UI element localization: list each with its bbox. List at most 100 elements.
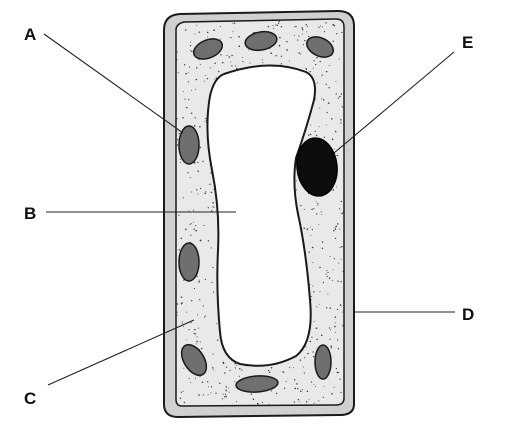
stipple-dot bbox=[299, 401, 300, 403]
stipple-dot bbox=[343, 61, 344, 63]
stipple-dot bbox=[193, 125, 196, 127]
stipple-dot bbox=[241, 369, 243, 371]
stipple-dot bbox=[305, 24, 308, 26]
stipple-dot bbox=[321, 213, 323, 215]
stipple-dot bbox=[190, 234, 192, 236]
chloroplast bbox=[178, 242, 200, 282]
stipple-dot bbox=[185, 228, 187, 231]
stipple-dot bbox=[335, 225, 337, 228]
stipple-dot bbox=[191, 50, 193, 53]
stipple-dot bbox=[340, 122, 342, 124]
stipple-dot bbox=[332, 189, 334, 191]
stipple-dot bbox=[191, 191, 193, 193]
stipple-dot bbox=[313, 291, 315, 293]
stipple-dot bbox=[303, 208, 305, 211]
stipple-dot bbox=[202, 305, 204, 307]
stipple-dot bbox=[189, 45, 192, 47]
stipple-dot bbox=[313, 402, 315, 404]
stipple-dot bbox=[336, 371, 339, 374]
chloroplast bbox=[180, 343, 208, 377]
stipple-dot bbox=[295, 189, 297, 191]
label-c: C bbox=[24, 389, 36, 408]
stipple-dot bbox=[271, 390, 273, 392]
stipple-dot bbox=[308, 134, 310, 136]
stipple-dot bbox=[305, 346, 307, 348]
stipple-dot bbox=[279, 36, 281, 39]
stipple-dot bbox=[318, 26, 320, 28]
stipple-dot bbox=[209, 67, 211, 69]
stipple-dot bbox=[323, 136, 326, 138]
chloroplast bbox=[306, 36, 334, 58]
stipple-dot bbox=[338, 58, 340, 60]
stipple-dot bbox=[176, 314, 178, 316]
stipple-dot bbox=[195, 333, 197, 335]
stipple-dot bbox=[210, 392, 212, 394]
stipple-dot bbox=[307, 25, 309, 28]
stipple-dot bbox=[337, 280, 339, 282]
stipple-dot bbox=[340, 119, 342, 121]
stipple-dot bbox=[190, 112, 193, 115]
stipple-dot bbox=[295, 25, 297, 28]
stipple-dot bbox=[182, 117, 184, 119]
stipple-dot bbox=[196, 340, 198, 343]
stipple-dot bbox=[257, 403, 259, 405]
stipple-dot bbox=[316, 338, 318, 341]
stipple-dot bbox=[267, 369, 270, 372]
stipple-dot bbox=[334, 227, 336, 229]
stipple-dot bbox=[218, 70, 220, 73]
stipple-dot bbox=[178, 249, 181, 251]
stipple-dot bbox=[303, 372, 305, 374]
stipple-dot bbox=[298, 35, 300, 37]
stipple-dot bbox=[180, 162, 181, 163]
stipple-dot bbox=[334, 130, 337, 133]
stipple-dot bbox=[317, 82, 319, 84]
stipple-dot bbox=[185, 106, 188, 109]
stipple-dot bbox=[178, 132, 180, 135]
stipple-dot bbox=[338, 262, 340, 264]
stipple-dot bbox=[341, 311, 343, 313]
stipple-dot bbox=[204, 278, 207, 281]
stipple-dot bbox=[190, 223, 192, 225]
stipple-dot bbox=[309, 284, 311, 285]
stipple-dot bbox=[339, 95, 341, 98]
stipple-dot bbox=[340, 280, 342, 283]
nucleus bbox=[296, 137, 338, 197]
stipple-dot bbox=[197, 314, 199, 316]
stipple-dot bbox=[185, 339, 187, 341]
stipple-dot bbox=[312, 351, 314, 353]
stipple-dot bbox=[188, 210, 190, 212]
stipple-dot bbox=[326, 269, 328, 272]
stipple-dot bbox=[213, 79, 215, 81]
stipple-dot bbox=[252, 398, 255, 401]
stipple-dot bbox=[182, 391, 184, 392]
stipple-dot bbox=[207, 207, 209, 209]
stipple-dot bbox=[335, 228, 337, 230]
stipple-dot bbox=[308, 35, 310, 38]
stipple-dot bbox=[337, 97, 339, 99]
stipple-dot bbox=[187, 172, 189, 174]
stipple-dot bbox=[211, 210, 213, 212]
stipple-dot bbox=[288, 60, 290, 62]
stipple-dot bbox=[325, 83, 327, 85]
stipple-dot bbox=[180, 303, 183, 305]
stipple-dot bbox=[325, 273, 327, 275]
stipple-dot bbox=[323, 385, 325, 387]
stipple-dot bbox=[342, 324, 344, 327]
stipple-dot bbox=[334, 316, 337, 318]
stipple-dot bbox=[328, 65, 330, 67]
stipple-dot bbox=[230, 36, 232, 39]
stipple-dot bbox=[182, 197, 184, 199]
stipple-dot bbox=[341, 212, 343, 215]
stipple-dot bbox=[201, 381, 204, 384]
stipple-dot bbox=[332, 40, 334, 42]
label-e: E bbox=[462, 33, 473, 52]
stipple-dot bbox=[322, 396, 324, 398]
stipple-dot bbox=[337, 155, 339, 157]
stipple-dot bbox=[231, 54, 233, 57]
stipple-dot bbox=[261, 59, 263, 61]
label-a: A bbox=[24, 25, 36, 44]
stipple-dot bbox=[311, 228, 314, 231]
leader-line-e bbox=[333, 51, 455, 154]
stipple-dot bbox=[189, 66, 191, 68]
stipple-dot bbox=[326, 124, 327, 126]
